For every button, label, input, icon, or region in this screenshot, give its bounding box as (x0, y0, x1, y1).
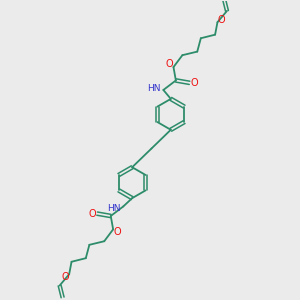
Text: O: O (113, 227, 121, 237)
Text: O: O (190, 78, 198, 88)
Text: O: O (166, 59, 173, 69)
Text: O: O (217, 15, 225, 25)
Text: O: O (89, 208, 96, 219)
Text: HN: HN (147, 84, 160, 93)
Text: HN: HN (107, 204, 120, 213)
Text: O: O (61, 272, 69, 282)
